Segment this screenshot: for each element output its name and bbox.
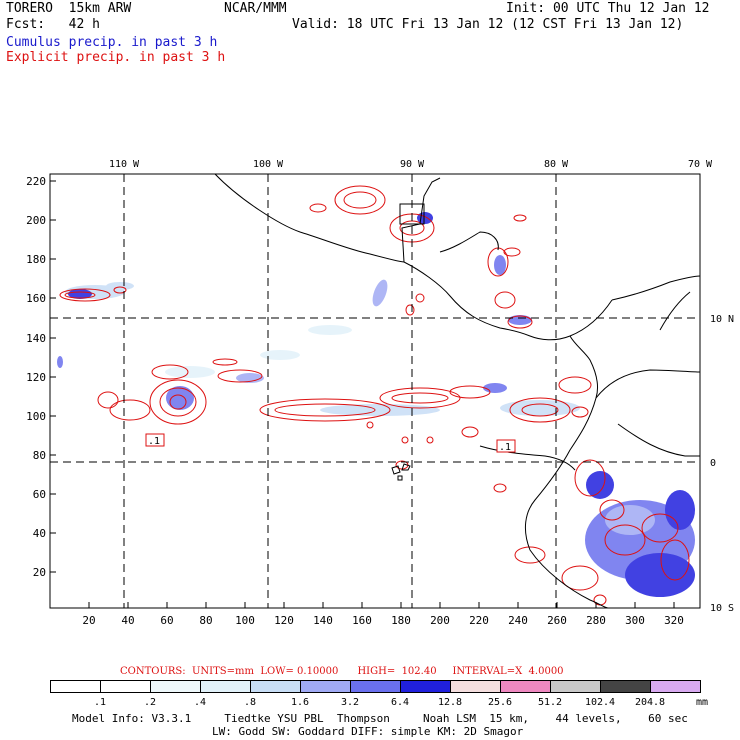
x-tick-label: 240	[508, 614, 528, 627]
lon-label: 100 W	[253, 159, 284, 170]
x-tick-label: 20	[82, 614, 95, 627]
colorbar-label: 12.8	[437, 697, 463, 708]
y-axis-ticks	[50, 180, 56, 573]
contour-label: .1	[499, 442, 511, 453]
colorbar-label: 51.2	[537, 697, 563, 708]
colorbar-swatch	[600, 680, 651, 693]
x-tick-label: 280	[586, 614, 606, 627]
y-tick-label: 140	[26, 332, 46, 345]
x-tick-label: 300	[625, 614, 645, 627]
y-tick-label: 120	[26, 371, 46, 384]
valid-time: Valid: 18 UTC Fri 13 Jan 12 (12 CST Fri …	[292, 17, 684, 32]
x-tick-label: 260	[547, 614, 567, 627]
colorbar-label: 3.2	[340, 697, 360, 708]
organization-label: NCAR/MMM	[224, 1, 287, 16]
y-tick-label: 180	[26, 253, 46, 266]
contour-label: .1	[148, 436, 160, 447]
colorbar-label: .4	[193, 697, 207, 708]
x-tick-label: 40	[121, 614, 134, 627]
x-tick-label: 100	[235, 614, 255, 627]
colorbar-label: 1.6	[290, 697, 310, 708]
y-tick-label: 160	[26, 292, 46, 305]
model-title: TORERO 15km ARW	[6, 1, 132, 16]
colorbar-label: .8	[243, 697, 257, 708]
colorbar-swatch	[200, 680, 251, 693]
graticule	[50, 174, 700, 608]
x-tick-label: 200	[430, 614, 450, 627]
colorbar-swatch	[50, 680, 101, 693]
init-time: Init: 00 UTC Thu 12 Jan 12	[506, 1, 710, 16]
legend-explicit: Explicit precip. in past 3 h	[6, 50, 226, 65]
lon-label: 90 W	[400, 159, 425, 170]
lon-label: 80 W	[544, 159, 569, 170]
colorbar-swatch	[450, 680, 501, 693]
x-axis-ticks	[88, 602, 675, 608]
y-tick-label: 220	[26, 175, 46, 188]
y-tick-label: 40	[33, 527, 46, 540]
colorbar-swatch	[100, 680, 151, 693]
colorbar-label: 102.4	[584, 697, 616, 708]
colorbar-label: 25.6	[487, 697, 513, 708]
x-tick-label: 220	[469, 614, 489, 627]
lat-label: 10 S	[710, 603, 734, 614]
y-tick-label: 80	[33, 449, 46, 462]
y-tick-label: 60	[33, 488, 46, 501]
colorbar-swatch	[350, 680, 401, 693]
colorbar-swatch	[400, 680, 451, 693]
colorbar-label: 6.4	[390, 697, 410, 708]
colorbar-label: 204.8	[634, 697, 666, 708]
x-tick-label: 120	[274, 614, 294, 627]
x-tick-label: 320	[664, 614, 684, 627]
x-tick-label: 80	[199, 614, 212, 627]
colorbar-swatch	[250, 680, 301, 693]
x-tick-label: 140	[313, 614, 333, 627]
colorbar-label: .2	[143, 697, 157, 708]
coastlines	[214, 173, 701, 609]
legend-cumulus: Cumulus precip. in past 3 h	[6, 35, 218, 50]
colorbar-swatch	[300, 680, 351, 693]
explicit-precip-contours	[59, 185, 690, 606]
contour-label-boxes	[145, 433, 516, 453]
lon-label: 110 W	[109, 159, 140, 170]
y-tick-label: 200	[26, 214, 46, 227]
lat-label: 0	[710, 458, 716, 469]
x-tick-label: 160	[352, 614, 372, 627]
precipitation-map: .1 .1 110 W 100 W 90 W	[26, 159, 734, 627]
y-tick-label: 20	[33, 566, 46, 579]
colorbar-unit: mm	[696, 697, 709, 708]
colorbar-swatch	[500, 680, 551, 693]
x-tick-label: 60	[160, 614, 173, 627]
model-info-line2: LW: Godd SW: Goddard DIFF: simple KM: 2D…	[212, 725, 524, 738]
colorbar-swatch	[650, 680, 701, 693]
model-info-line1: Model Info: V3.3.1 Tiedtke YSU PBL Thomp…	[72, 712, 688, 725]
forecast-hour: Fcst: 42 h	[6, 17, 100, 32]
colorbar-label: .1	[93, 697, 107, 708]
colorbar-swatch	[150, 680, 201, 693]
lon-label: 70 W	[688, 159, 713, 170]
colorbar-swatch	[550, 680, 601, 693]
x-tick-label: 180	[391, 614, 411, 627]
y-tick-label: 100	[26, 410, 46, 423]
lat-label: 10 N	[710, 314, 734, 325]
contours-info: CONTOURS: UNITS=mm LOW= 0.10000 HIGH= 10…	[120, 666, 564, 677]
